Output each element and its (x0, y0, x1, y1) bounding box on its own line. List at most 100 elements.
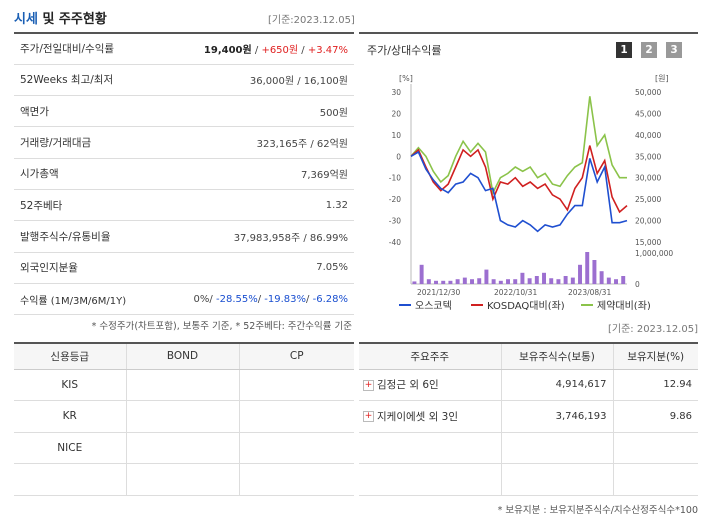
volume-bar (412, 281, 417, 284)
volume-bar (614, 279, 618, 284)
volume-bar (513, 279, 518, 284)
volume-tick-label: 1,000,000 (635, 249, 673, 258)
return-1y: -6.28% (312, 293, 348, 305)
volume-bar (462, 277, 467, 284)
volume-bar (606, 277, 611, 284)
y-right-unit: [원] (655, 74, 669, 83)
holder-pct: 9.86 (612, 400, 698, 433)
credit-bond (125, 463, 239, 496)
quote-table: 주가/전일대비/수익률 19,400원 / +650원 / +3.47% 52W… (14, 32, 354, 316)
chart-period-button-3[interactable]: 3 (666, 42, 682, 58)
holder-pct: 12.94 (612, 369, 698, 401)
y-left-tick-label: 0 (396, 152, 401, 161)
y-right-tick-label: 45,000 (635, 109, 661, 118)
volume-bar (578, 264, 582, 284)
table-row: + 김정근 외 6인 4,914,617 12.94 (359, 369, 698, 401)
credit-cp (238, 463, 354, 496)
relative-return-chart: [%] [원] 30 20 10 0 -10 -20 -30 -40 50,000 45,000 40,… (389, 74, 674, 310)
credit-bond (125, 369, 239, 401)
credit-cp (238, 400, 354, 433)
volume-bar (592, 260, 597, 284)
quote-row: 거래량/거래대금 323,165주 / 62억원 (14, 126, 354, 159)
credit-agency: KR (14, 400, 126, 433)
returns-value: 0%/ -28.55%/ -19.83%/ -6.28% (153, 283, 354, 316)
holders-header-shares: 보유주식수(보통) (500, 343, 613, 370)
legend-label: KOSDAQ대비(좌) (487, 300, 565, 310)
credit-bond (125, 400, 239, 433)
credit-cp (238, 369, 354, 401)
volume-bar (498, 280, 503, 284)
series-line (410, 150, 628, 233)
holders-note: * 보유지분 : 보유지분주식수/지수산정주식수*100 (497, 505, 698, 516)
volume-bar (556, 279, 561, 284)
holder-name[interactable]: + 김정근 외 6인 (359, 369, 501, 401)
return-6m: -19.83% (264, 293, 307, 305)
volume-bar (621, 276, 626, 284)
credit-header-rating: 신용등급 (14, 343, 126, 370)
quote-value: 7.05% (153, 252, 354, 284)
table-row: NICE (14, 432, 354, 464)
y-right-tick-label: 50,000 (635, 88, 661, 97)
credit-agency: NICE (14, 432, 126, 464)
volume-bar (441, 280, 446, 284)
base-date: [기준:2023.12.05] (268, 15, 355, 26)
x-tick-label: 2023/08/31 (568, 288, 611, 297)
y-right-tick-label: 15,000 (635, 238, 661, 247)
quote-row: 발행주식수/유통비율 37,983,958주 / 86.99% (14, 220, 354, 253)
y-left-tick-label: -20 (389, 195, 401, 204)
quote-row: 주가/전일대비/수익률 19,400원 / +650원 / +3.47% (14, 33, 354, 65)
holders-header-name: 주요주주 (359, 343, 501, 370)
quote-row: 외국인지분율 7.05% (14, 252, 354, 284)
quote-value: 1.32 (153, 189, 354, 222)
credit-agency: KIS (14, 369, 126, 401)
quote-key: 주가/전일대비/수익률 (14, 33, 154, 65)
series-line (410, 145, 628, 214)
quote-row: 52주베타 1.32 (14, 189, 354, 222)
table-row (14, 463, 354, 496)
volume-bar (520, 272, 525, 284)
quote-value: 500원 (153, 95, 354, 128)
x-tick-label: 2022/10/31 (494, 288, 537, 297)
quote-key: 발행주식수/유통비율 (14, 220, 154, 253)
volume-bar (534, 276, 539, 284)
expand-plus-icon[interactable]: + (363, 411, 374, 423)
credit-cp (238, 432, 354, 464)
quote-key: 52주베타 (14, 189, 154, 222)
price-change: +650원 (261, 45, 299, 57)
legend-label: 제약대비(좌) (597, 300, 651, 310)
quote-key: 52Weeks 최고/최저 (14, 64, 154, 97)
table-row: KR (14, 400, 354, 433)
y-right-tick-label: 40,000 (635, 131, 661, 140)
quote-key: 수익률 (1M/3M/6M/1Y) (14, 283, 154, 316)
y-left-tick-label: -40 (389, 238, 401, 247)
volume-bar (570, 277, 575, 284)
chart-panel: 주가/상대수익률 1 2 3 [%] [원] 30 20 10 0 -10 -20 -30 -40… (359, 32, 698, 310)
volume-bar (470, 279, 474, 284)
holders-header-pct: 보유지분(%) (612, 343, 698, 370)
holder-shares: 3,746,193 (500, 400, 613, 433)
expand-plus-icon[interactable]: + (363, 379, 374, 391)
quote-value: 323,165주 / 62억원 (153, 126, 354, 159)
chart-period-button-2[interactable]: 2 (641, 42, 657, 58)
holder-name[interactable]: + 지케이에셋 외 3인 (359, 400, 501, 433)
y-left-tick-label: -10 (389, 174, 401, 183)
volume-bar (506, 279, 510, 284)
table-row: + 지케이에셋 외 3인 3,746,193 9.86 (359, 400, 698, 433)
credit-header-cp: CP (238, 343, 354, 370)
volume-bar (563, 276, 568, 284)
quote-key: 액면가 (14, 95, 154, 128)
return-1m: 0% (193, 293, 210, 305)
table-row (359, 463, 698, 496)
holders-base-date: [기준: 2023.12.05] (607, 324, 698, 335)
credit-rating-table: 신용등급 BOND CP KIS KR NICE (14, 342, 354, 496)
volume-bar (455, 279, 460, 284)
quote-value: 19,400원 / +650원 / +3.47% (153, 33, 354, 65)
current-price: 19,400원 (203, 45, 252, 57)
major-holders-table: 주요주주 보유주식수(보통) 보유지분(%) + 김정근 외 6인 4,914,6… (359, 342, 698, 496)
volume-bar (419, 264, 424, 284)
quote-value: 7,369억원 (153, 158, 354, 190)
return-3m: -28.55% (215, 293, 258, 305)
y-left-tick-label: -30 (389, 217, 401, 226)
chart-period-button-1[interactable]: 1 (616, 42, 632, 58)
legend-label: 오스코텍 (415, 300, 452, 310)
